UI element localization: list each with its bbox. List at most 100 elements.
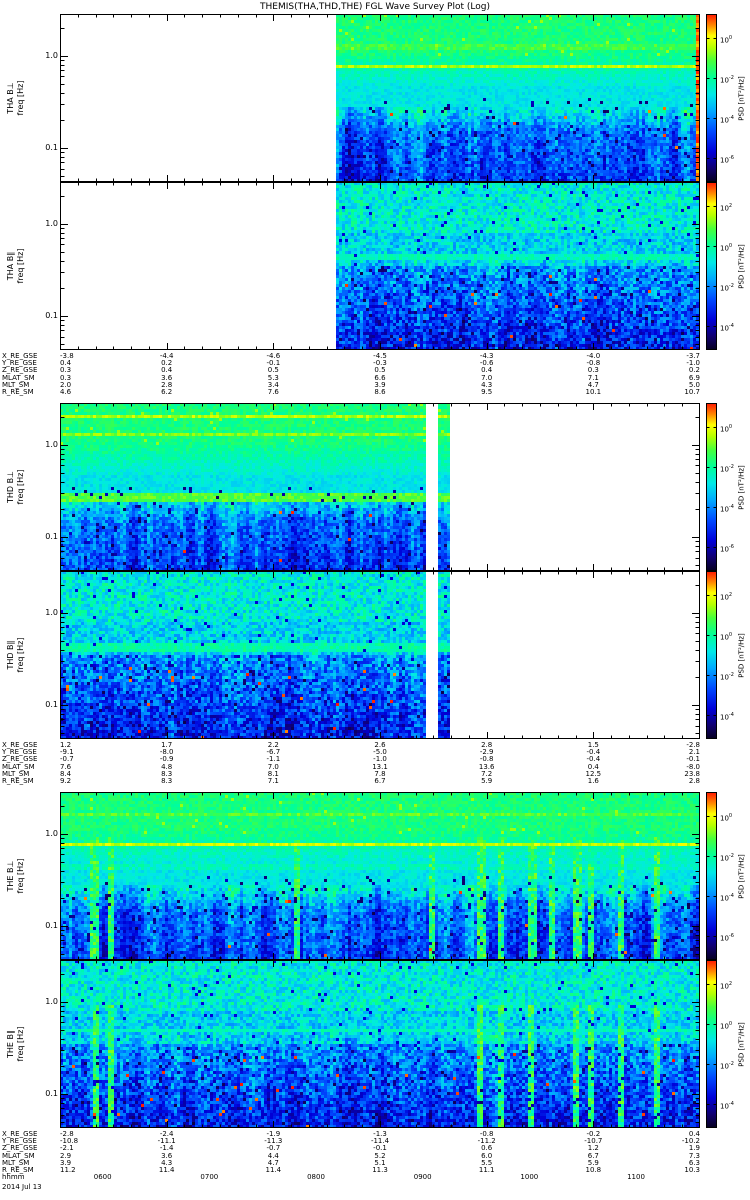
thd-bpar-colorbar-title: PSD [nT²/Hz] bbox=[737, 632, 746, 678]
eph-value: -8.0 bbox=[686, 762, 700, 771]
eph-value: 4.4 bbox=[267, 1151, 279, 1160]
eph-value: -9.1 bbox=[60, 748, 74, 757]
eph-value: 0.3 bbox=[587, 366, 599, 375]
date-label: 2014 Jul 13 bbox=[2, 1183, 42, 1191]
thd-bpar-colorbar-tick: 100 bbox=[720, 631, 733, 642]
eph-value: -0.3 bbox=[373, 359, 387, 368]
tha-bpar-freq-tick: 1.0 bbox=[45, 219, 58, 228]
the-bperp-colorbar bbox=[706, 792, 717, 960]
eph-value: 3.9 bbox=[60, 1158, 72, 1167]
eph-row-label-tha-mlt_sm: MLT_SM bbox=[2, 380, 30, 389]
thd-bpar-spectrogram bbox=[60, 571, 700, 739]
eph-value: 5.1 bbox=[374, 1158, 386, 1167]
eph-value: 6.7 bbox=[587, 1151, 599, 1160]
eph-value: 1.2 bbox=[60, 741, 72, 749]
eph-value: 4.3 bbox=[481, 380, 493, 389]
eph-value: 23.8 bbox=[684, 769, 700, 778]
eph-value: -0.7 bbox=[266, 1144, 281, 1153]
eph-value: 0.4 bbox=[161, 366, 173, 375]
eph-row-label-the-x_re_gse: X_RE_GSE bbox=[2, 1130, 38, 1138]
eph-value: 5.0 bbox=[688, 380, 700, 389]
eph-value: 2.8 bbox=[481, 741, 493, 749]
the-bpar-colorbar bbox=[706, 960, 717, 1128]
time-tick: 1000 bbox=[520, 1173, 539, 1181]
plot-title: THEMIS(THA,THD,THE) FGL Wave Survey Plot… bbox=[260, 2, 490, 12]
eph-value: -5.0 bbox=[373, 748, 387, 757]
tha-bpar-axis-label: THA B∥ freq [Hz] bbox=[6, 248, 25, 284]
eph-value: 11.3 bbox=[372, 1166, 388, 1174]
eph-value: 11.4 bbox=[265, 1166, 282, 1174]
eph-value: 0.4 bbox=[587, 762, 599, 771]
eph-value: 0.6 bbox=[481, 1144, 493, 1153]
eph-value: -0.7 bbox=[60, 755, 74, 764]
eph-value: 6.6 bbox=[374, 373, 386, 382]
eph-value: 4.7 bbox=[587, 380, 599, 389]
eph-row-label-the-r_re_sm: R_RE_SM bbox=[2, 1166, 34, 1174]
tha-bpar-colorbar-tick: 100 bbox=[720, 242, 733, 253]
time-tick: 1100 bbox=[627, 1173, 645, 1181]
eph-value: 5.9 bbox=[587, 1158, 599, 1167]
eph-value: 1.2 bbox=[587, 1144, 599, 1153]
the-bperp-colorbar-tick: 10-2 bbox=[720, 852, 734, 863]
eph-value: -0.1 bbox=[266, 359, 281, 368]
eph-value: -0.4 bbox=[586, 748, 601, 757]
eph-value: 1.7 bbox=[161, 741, 173, 749]
thd-bperp-colorbar-tick: 100 bbox=[720, 423, 733, 433]
eph-row-label-thd-z_re_gse: Z_RE_GSE bbox=[2, 755, 38, 764]
thd-bperp-spectrogram bbox=[60, 403, 700, 571]
eph-value: 1.6 bbox=[587, 777, 599, 785]
thd-bpar-colorbar-tick: 10-2 bbox=[720, 672, 734, 682]
eph-value: -1.9 bbox=[266, 1130, 281, 1138]
eph-value: 0.2 bbox=[161, 359, 173, 368]
thd-bpar-colorbar bbox=[706, 571, 717, 739]
tha-bpar-colorbar-tick: 102 bbox=[720, 202, 733, 212]
eph-value: 6.2 bbox=[161, 388, 173, 396]
eph-value: 7.2 bbox=[481, 769, 493, 778]
eph-value: 6.9 bbox=[688, 373, 700, 382]
eph-value: -1.3 bbox=[373, 1130, 387, 1138]
eph-value: 11.4 bbox=[158, 1166, 175, 1174]
eph-value: 13.1 bbox=[372, 762, 388, 771]
eph-row-label-tha-z_re_gse: Z_RE_GSE bbox=[2, 366, 38, 375]
eph-value: 5.2 bbox=[374, 1151, 386, 1160]
eph-row-label-thd-y_re_gse: Y_RE_GSE bbox=[2, 748, 37, 757]
eph-value: -0.1 bbox=[686, 755, 700, 764]
eph-value: -4.3 bbox=[479, 352, 494, 360]
tha-bpar-colorbar bbox=[706, 182, 717, 350]
eph-value: -2.8 bbox=[686, 741, 700, 749]
eph-value: -11.4 bbox=[370, 1137, 390, 1146]
thd-bperp-colorbar-tick: 10-6 bbox=[720, 544, 734, 554]
tha-bperp-spectrogram bbox=[60, 14, 700, 182]
eph-value: -1.4 bbox=[159, 1144, 174, 1153]
eph-value: -1.0 bbox=[373, 755, 387, 764]
the-bperp-freq-tick: 1.0 bbox=[45, 829, 58, 838]
eph-value: 2.6 bbox=[374, 741, 386, 749]
eph-value: 5.5 bbox=[481, 1158, 493, 1167]
eph-value: 10.3 bbox=[684, 1166, 700, 1174]
eph-value: 4.3 bbox=[161, 1158, 173, 1167]
eph-row-label-the-z_re_gse: Z_RE_GSE bbox=[2, 1144, 38, 1153]
eph-value: 8.1 bbox=[267, 769, 279, 778]
eph-value: -2.9 bbox=[479, 748, 494, 757]
eph-value: 7.6 bbox=[60, 762, 72, 771]
eph-value: -1.0 bbox=[686, 359, 700, 368]
eph-value: -4.5 bbox=[373, 352, 387, 360]
eph-row-label-the-mlat_sm: MLAT_SM bbox=[2, 1151, 35, 1160]
eph-value: 0.5 bbox=[267, 366, 279, 375]
eph-value: -11.2 bbox=[477, 1137, 496, 1146]
eph-value: 2.9 bbox=[60, 1151, 72, 1160]
eph-value: -3.8 bbox=[60, 352, 74, 360]
eph-value: 7.0 bbox=[481, 373, 493, 382]
eph-value: 9.5 bbox=[481, 388, 493, 396]
time-axis-label: hhmm bbox=[2, 1173, 25, 1181]
eph-value: 2.8 bbox=[688, 777, 700, 785]
thd-bperp-colorbar-tick: 10-2 bbox=[720, 463, 734, 474]
the-bperp-colorbar-tick: 10-6 bbox=[720, 933, 734, 943]
eph-value: -11.1 bbox=[157, 1137, 176, 1146]
eph-value: 11.1 bbox=[478, 1166, 495, 1174]
eph-value: 4.7 bbox=[267, 1158, 279, 1167]
eph-value: 7.1 bbox=[267, 777, 279, 785]
eph-value: 6.3 bbox=[688, 1158, 700, 1167]
eph-value: 5.3 bbox=[267, 373, 279, 382]
